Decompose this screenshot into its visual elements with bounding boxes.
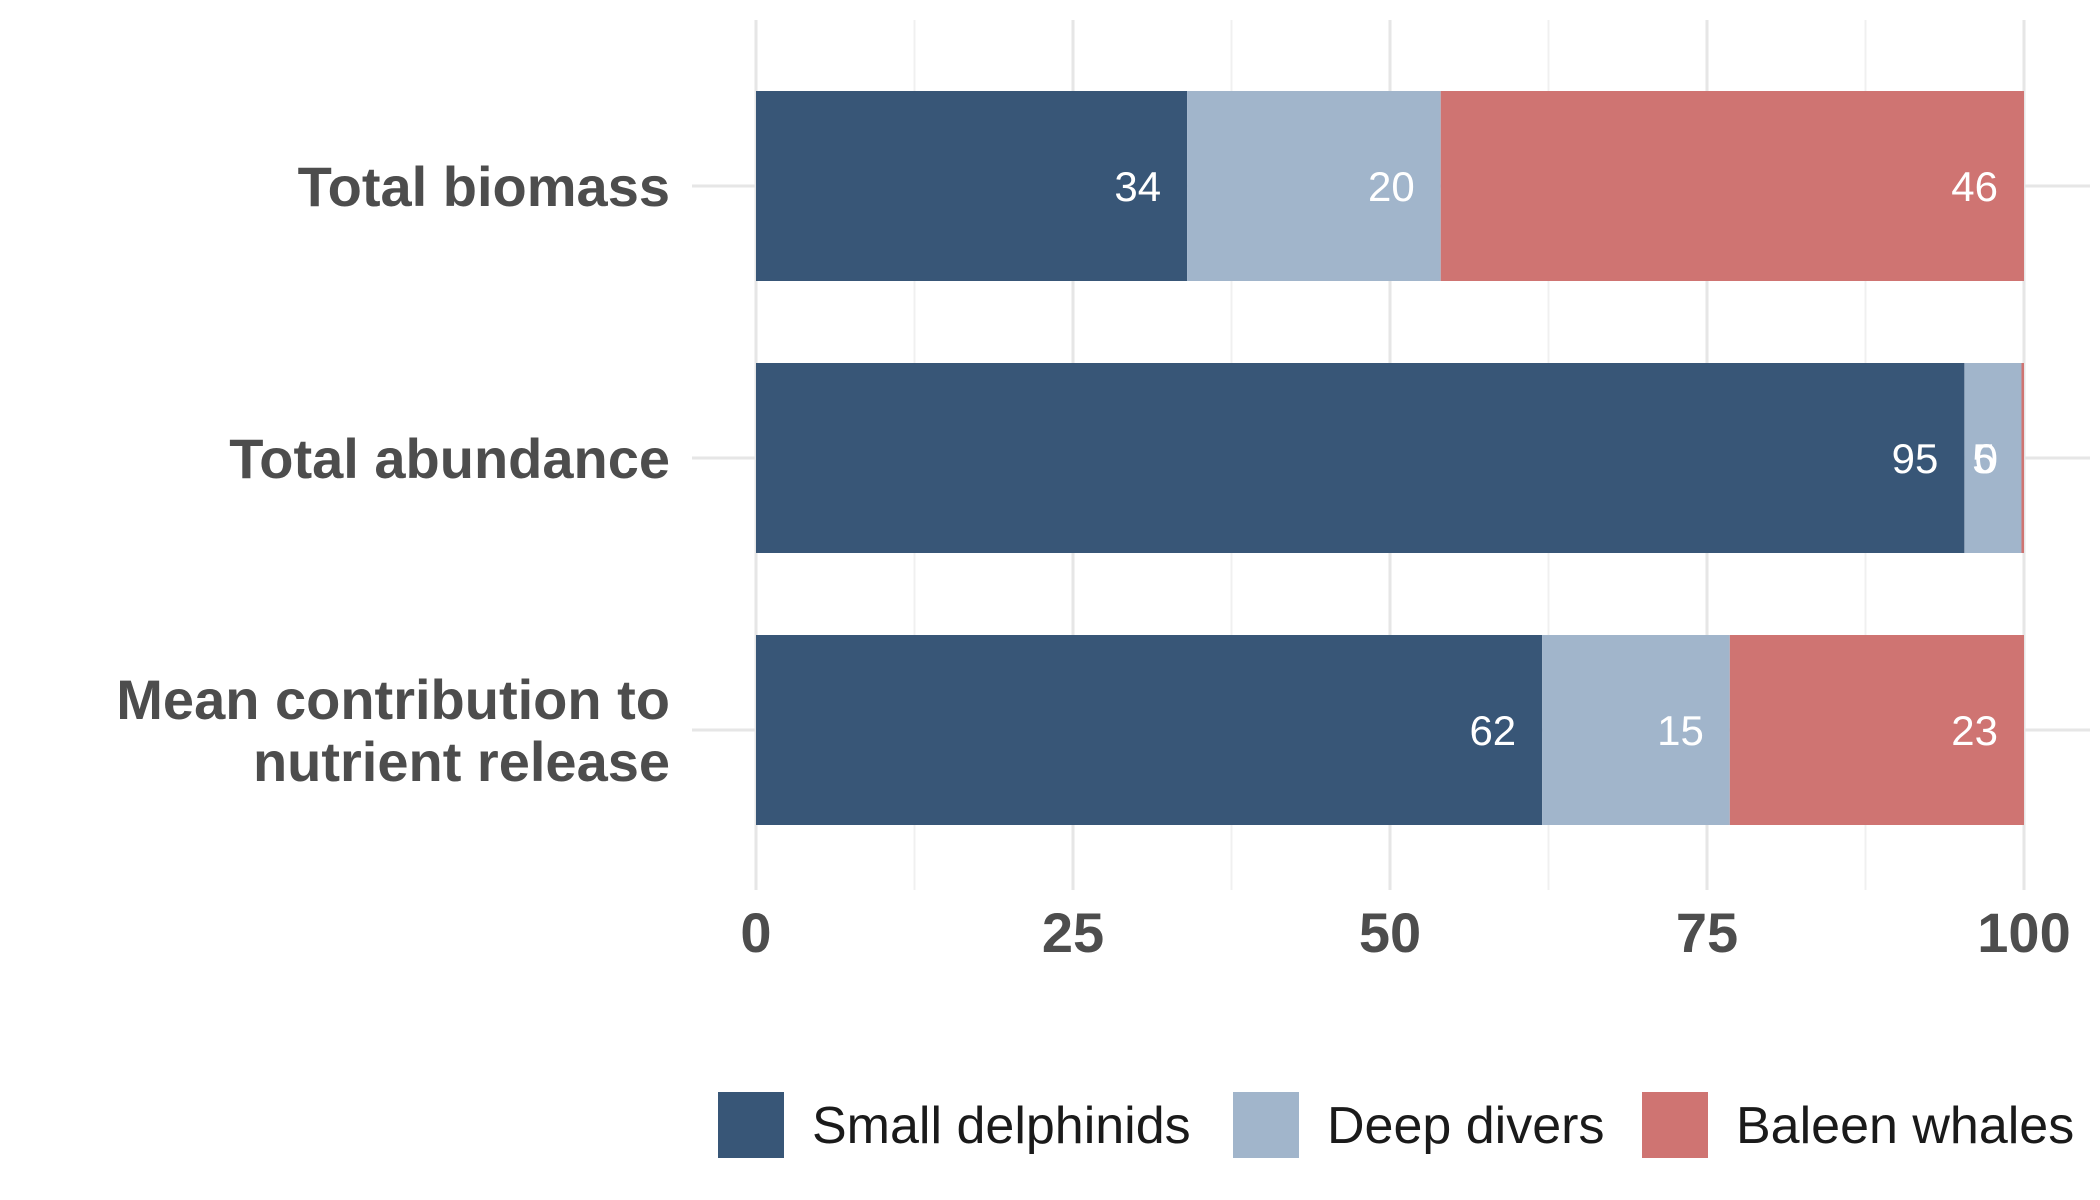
value-label: 23 — [1951, 707, 1998, 754]
category-labels: Total biomass Total abundance Mean contrib… — [116, 155, 670, 793]
x-tick-label: 25 — [1042, 901, 1104, 964]
bar-segment — [1964, 363, 2022, 553]
legend-swatch — [1642, 1092, 1708, 1158]
bar-segment — [1542, 635, 1730, 825]
value-label: 46 — [1951, 163, 1998, 210]
category-label: Mean contribution to — [116, 668, 670, 731]
bars — [756, 91, 2024, 825]
x-tick-label: 100 — [1977, 901, 2070, 964]
legend-label: Baleen whales — [1736, 1097, 2074, 1155]
bar-segment — [756, 91, 1188, 281]
x-tick-label: 0 — [740, 901, 771, 964]
bar-segment — [756, 363, 1965, 553]
value-label: 62 — [1469, 707, 1516, 754]
bar-segment — [756, 635, 1543, 825]
value-label: 5 — [1972, 435, 1995, 482]
legend-label: Deep divers — [1327, 1097, 1604, 1155]
bar-segment — [2021, 363, 2024, 553]
legend-swatch — [1233, 1092, 1299, 1158]
bar-segment — [1440, 91, 2024, 281]
value-labels: 34 20 46 95 50 62 15 23 — [1114, 163, 1998, 754]
legend-swatch — [718, 1092, 784, 1158]
value-label: 95 — [1892, 435, 1939, 482]
legend-label: Small delphinids — [812, 1097, 1191, 1155]
bar-segment — [1729, 635, 2024, 825]
x-tick-label: 75 — [1676, 901, 1738, 964]
value-label: 0 — [1975, 435, 1998, 482]
category-label: Total biomass — [298, 155, 670, 218]
x-axis-ticks: 0 25 50 75 100 — [740, 901, 2070, 964]
value-label: 34 — [1114, 163, 1161, 210]
value-label: 20 — [1368, 163, 1415, 210]
bar-segment — [1187, 91, 1441, 281]
category-label: Total abundance — [229, 427, 670, 490]
value-label: 15 — [1657, 707, 1704, 754]
x-tick-label: 50 — [1359, 901, 1421, 964]
category-label: nutrient release — [253, 730, 670, 793]
legend: Small delphinids Deep divers Baleen whales — [718, 1092, 2074, 1158]
